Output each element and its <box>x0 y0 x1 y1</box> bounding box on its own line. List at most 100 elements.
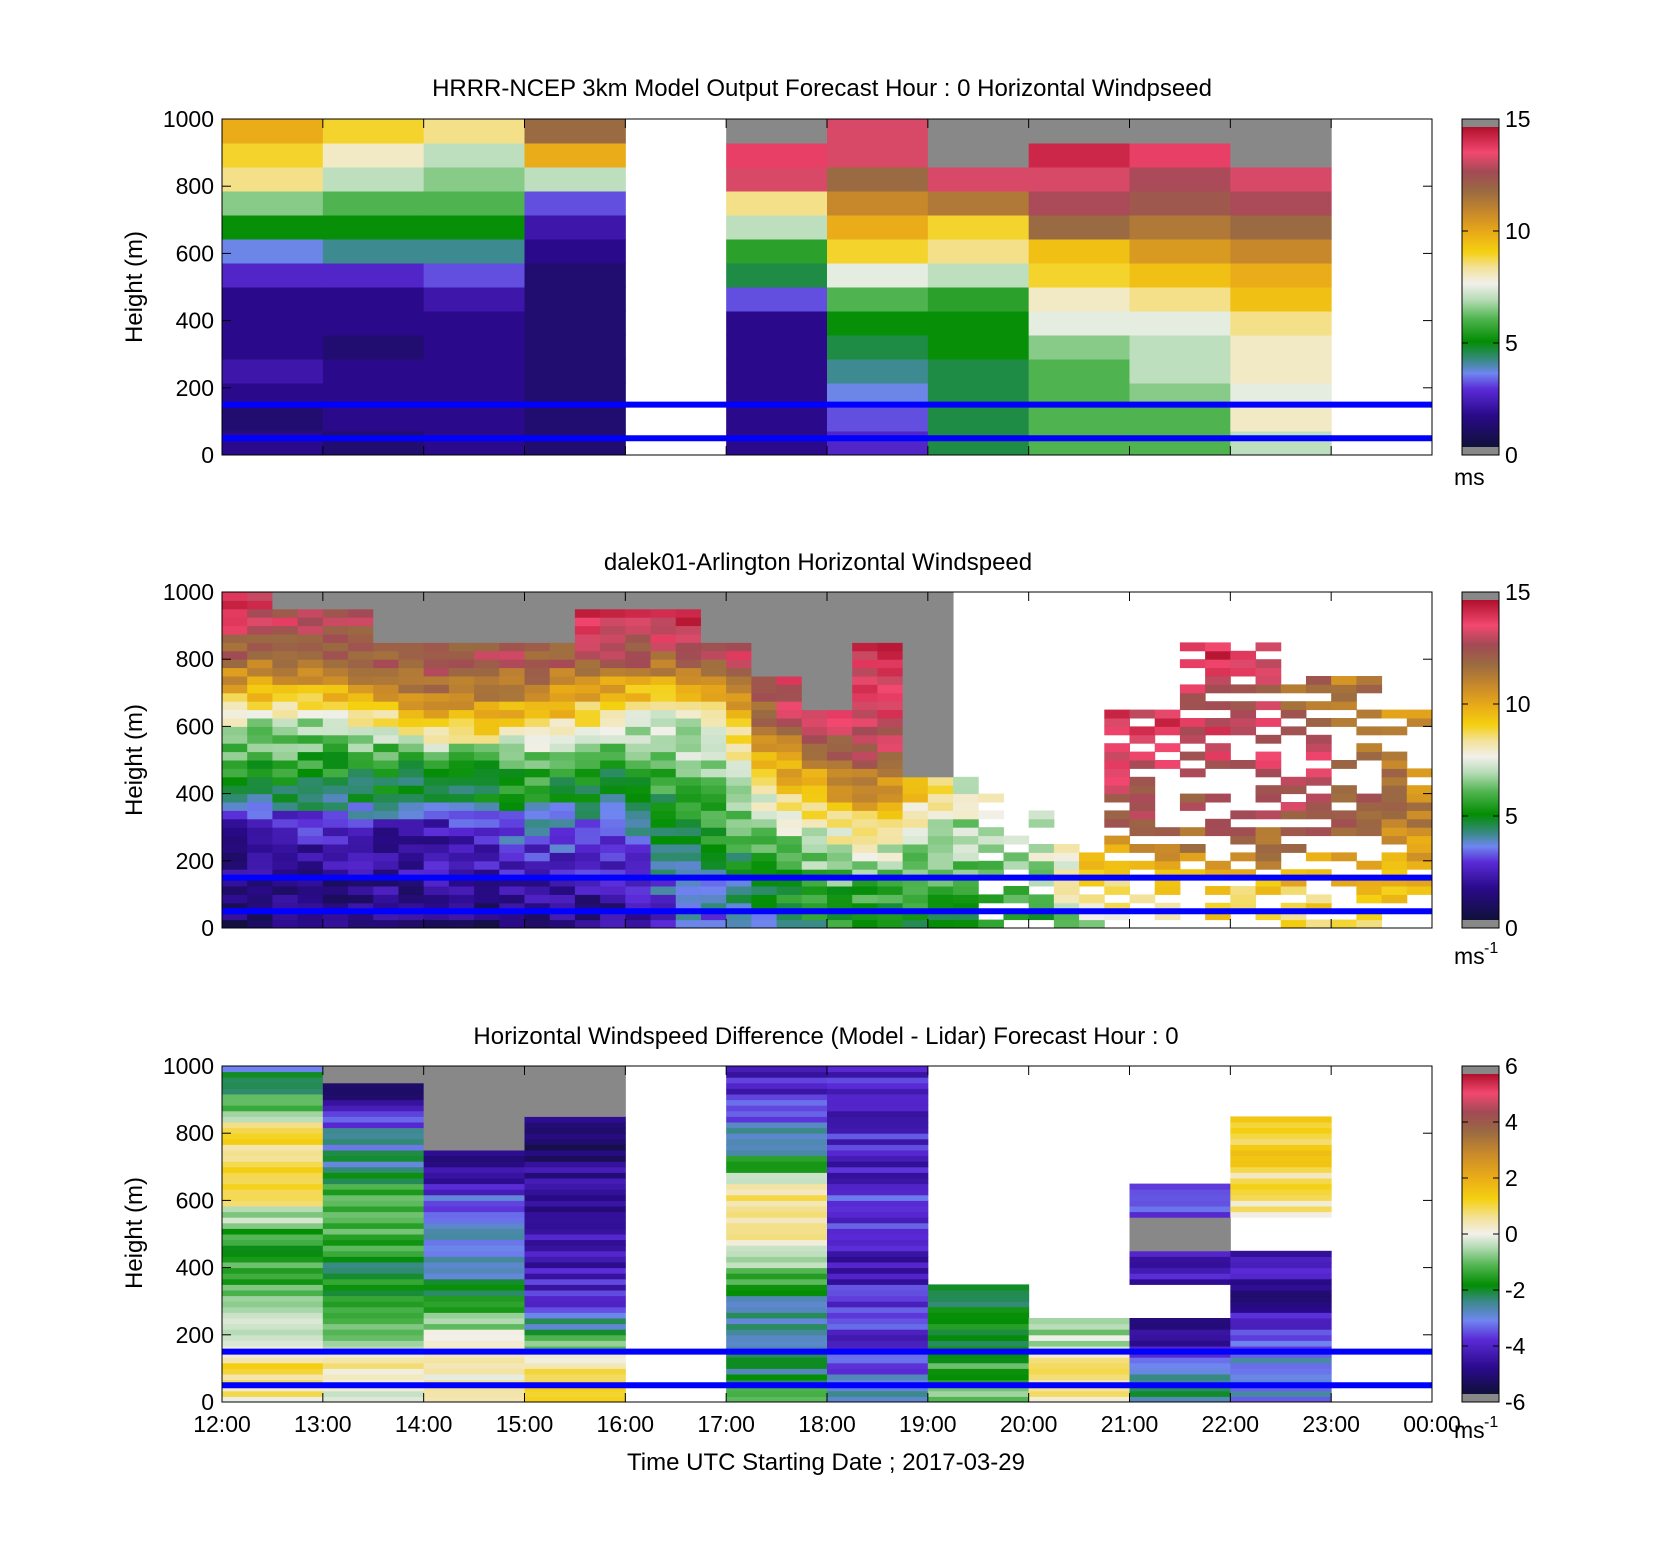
heatmap-cell <box>348 835 374 845</box>
heatmap-cell <box>448 844 475 853</box>
heatmap-cell <box>222 287 324 312</box>
heatmap-cell <box>474 902 500 912</box>
heatmap-cell <box>675 642 702 652</box>
heatmap-cell <box>549 650 576 660</box>
heatmap-cell <box>348 894 374 904</box>
heatmap-cell <box>524 1312 626 1319</box>
heatmap-cell <box>322 692 349 702</box>
heatmap-cell <box>726 768 752 778</box>
heatmap-cell <box>1230 1267 1332 1274</box>
heatmap-cell <box>1053 911 1080 921</box>
heatmap-cell <box>524 1150 626 1157</box>
heatmap-cell <box>222 263 324 288</box>
heatmap-cell <box>423 768 450 778</box>
heatmap-cell <box>650 617 677 627</box>
heatmap-cell <box>726 1239 828 1246</box>
heatmap-cell <box>499 802 525 811</box>
x-tick-label: 18:00 <box>798 1411 856 1437</box>
heatmap-cell <box>1028 1362 1130 1369</box>
heatmap-cell <box>978 844 1004 853</box>
heatmap-cell <box>1028 810 1055 820</box>
heatmap-cell <box>1381 860 1408 870</box>
y-tick-label: 1000 <box>163 579 214 605</box>
heatmap-cell <box>776 751 803 761</box>
heatmap-cell <box>1205 659 1231 669</box>
heatmap-cell <box>726 1374 828 1381</box>
heatmap-cell <box>322 119 425 144</box>
heatmap-cell <box>675 793 702 803</box>
heatmap-cell <box>574 860 601 870</box>
heatmap-cell <box>1230 1351 1332 1358</box>
heatmap-cell <box>222 911 248 921</box>
heatmap-cell <box>398 692 425 702</box>
colorbar-gradient <box>1462 600 1499 920</box>
heatmap-cell <box>600 751 626 761</box>
heatmap-cell <box>953 877 979 887</box>
colorbar-tick-label: 4 <box>1505 1109 1518 1135</box>
heatmap-cell <box>297 608 324 618</box>
heatmap-cell <box>1179 852 1206 862</box>
heatmap-cell <box>927 431 1030 456</box>
heatmap-cell <box>1280 844 1307 853</box>
heatmap-cell <box>726 835 752 845</box>
heatmap-cell <box>373 793 399 803</box>
heatmap-cell <box>1154 860 1181 870</box>
heatmap-cell <box>726 1166 828 1173</box>
heatmap-cell <box>927 886 954 895</box>
heatmap-cell <box>827 1362 929 1369</box>
heatmap-cell <box>650 642 677 652</box>
heatmap-cell <box>474 818 500 828</box>
heatmap-cell <box>675 676 702 685</box>
heatmap-cell <box>574 592 601 601</box>
heatmap-cell <box>474 692 500 702</box>
heatmap-cell <box>549 919 576 929</box>
heatmap-cell <box>650 684 677 694</box>
heatmap-cell <box>499 793 525 803</box>
heatmap-cell <box>1255 768 1282 778</box>
heatmap-cell <box>524 1206 626 1213</box>
x-tick-label: 00:00 <box>1403 1411 1461 1437</box>
heatmap-cell <box>827 1211 929 1218</box>
heatmap-cell <box>726 718 752 727</box>
heatmap-cell <box>902 743 929 753</box>
heatmap-cell <box>448 894 475 904</box>
heatmap-cell <box>877 684 904 694</box>
heatmap-cell <box>474 676 500 685</box>
heatmap-cell <box>348 844 374 853</box>
heatmap-cell <box>423 1290 525 1297</box>
heatmap-cell <box>549 701 576 711</box>
heatmap-cell <box>726 659 752 669</box>
heatmap-cell <box>650 835 677 845</box>
heatmap-cell <box>1331 810 1357 820</box>
heatmap-cell <box>751 827 778 837</box>
y-tick-label: 400 <box>176 1255 214 1281</box>
heatmap-cell <box>877 634 904 643</box>
heatmap-cell <box>348 802 374 811</box>
heatmap-cell <box>650 701 677 711</box>
heatmap-cell <box>1230 1256 1332 1263</box>
panel-lidar-ylabel: Height (m) <box>121 704 148 816</box>
panel-difference-xlabel: Time UTC Starting Date ; 2017-03-29 <box>627 1449 1025 1476</box>
heatmap-cell <box>272 709 299 719</box>
heatmap-cell <box>776 608 803 618</box>
heatmap-cell <box>877 852 904 862</box>
colorbar-under-cap <box>1462 447 1499 455</box>
heatmap-cell <box>700 911 727 921</box>
heatmap-cell <box>448 634 475 643</box>
heatmap-cell <box>751 709 778 719</box>
heatmap-cell <box>322 1071 425 1078</box>
heatmap-cell <box>222 311 324 336</box>
heatmap-cell <box>1104 835 1130 845</box>
heatmap-cell <box>700 860 727 870</box>
heatmap-cell <box>801 886 828 895</box>
heatmap-cell <box>474 592 500 601</box>
heatmap-cell <box>978 919 1004 929</box>
heatmap-cell <box>423 1228 525 1235</box>
heatmap-cell <box>423 802 450 811</box>
heatmap-cell <box>423 667 450 677</box>
heatmap-cell <box>322 215 425 240</box>
heatmap-cell <box>574 902 601 912</box>
heatmap-cell <box>549 625 576 635</box>
